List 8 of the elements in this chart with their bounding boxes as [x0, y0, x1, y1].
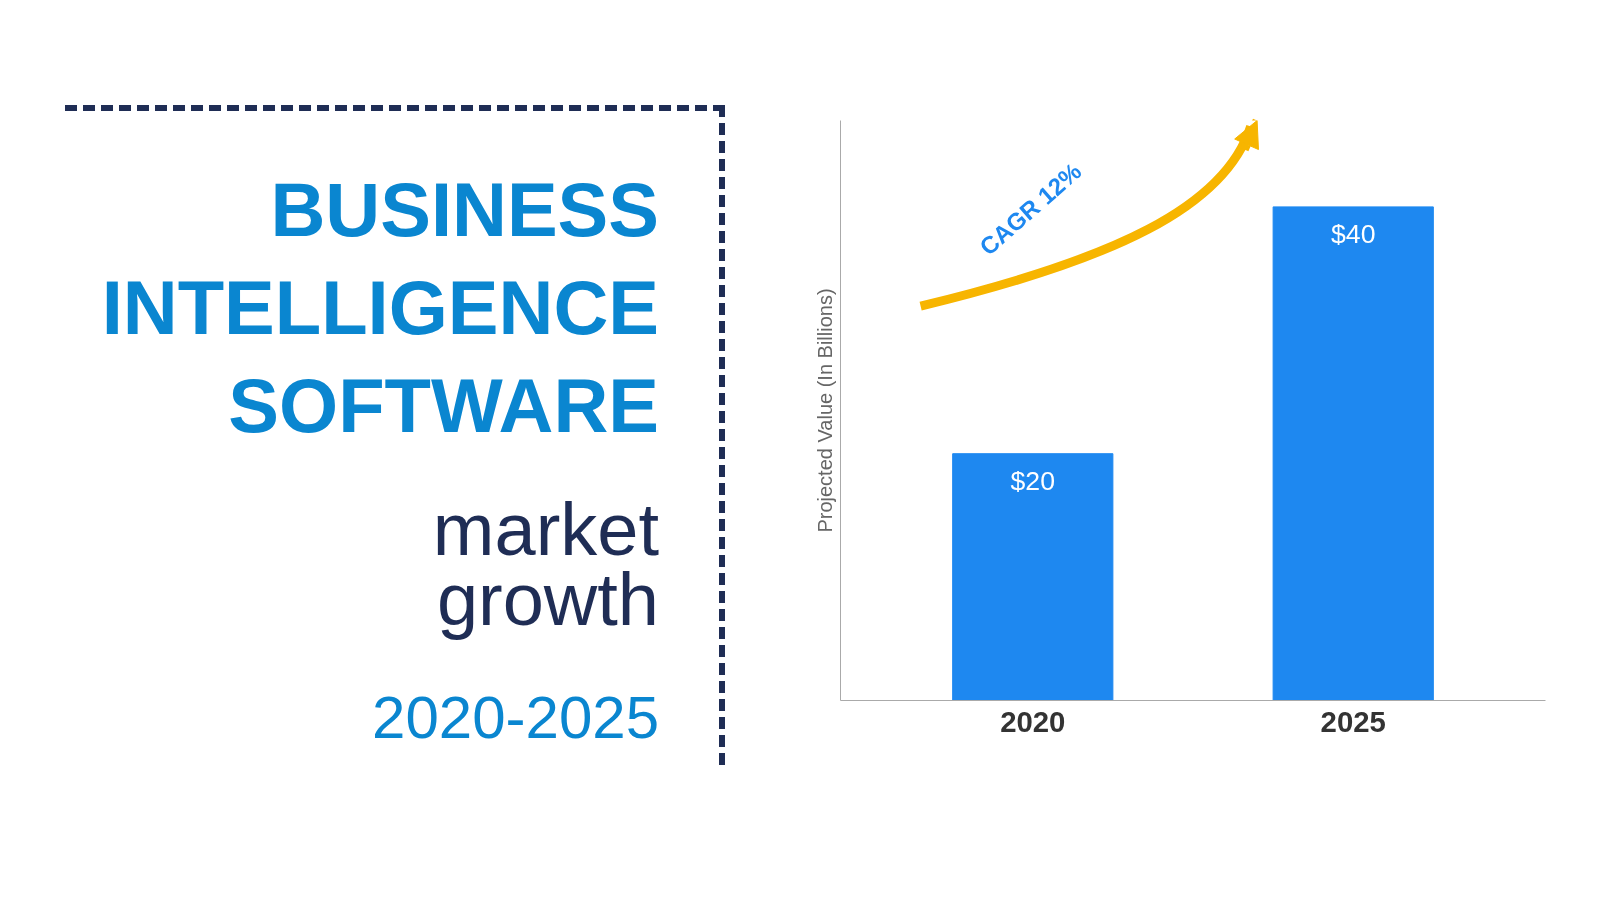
data-label: $40 — [1330, 218, 1376, 249]
x-tick-label: 2025 — [1320, 704, 1386, 738]
data-label: $20 — [1010, 465, 1056, 496]
x-tick-label: 2020 — [1000, 704, 1066, 738]
text: BUSINESS INTELLIGENCE SOFTWARE — [100, 166, 659, 450]
y-axis-title: Projected Value (In Billions) — [813, 288, 836, 533]
text: 2020-2025 — [371, 683, 659, 753]
text: market growth — [431, 488, 659, 641]
